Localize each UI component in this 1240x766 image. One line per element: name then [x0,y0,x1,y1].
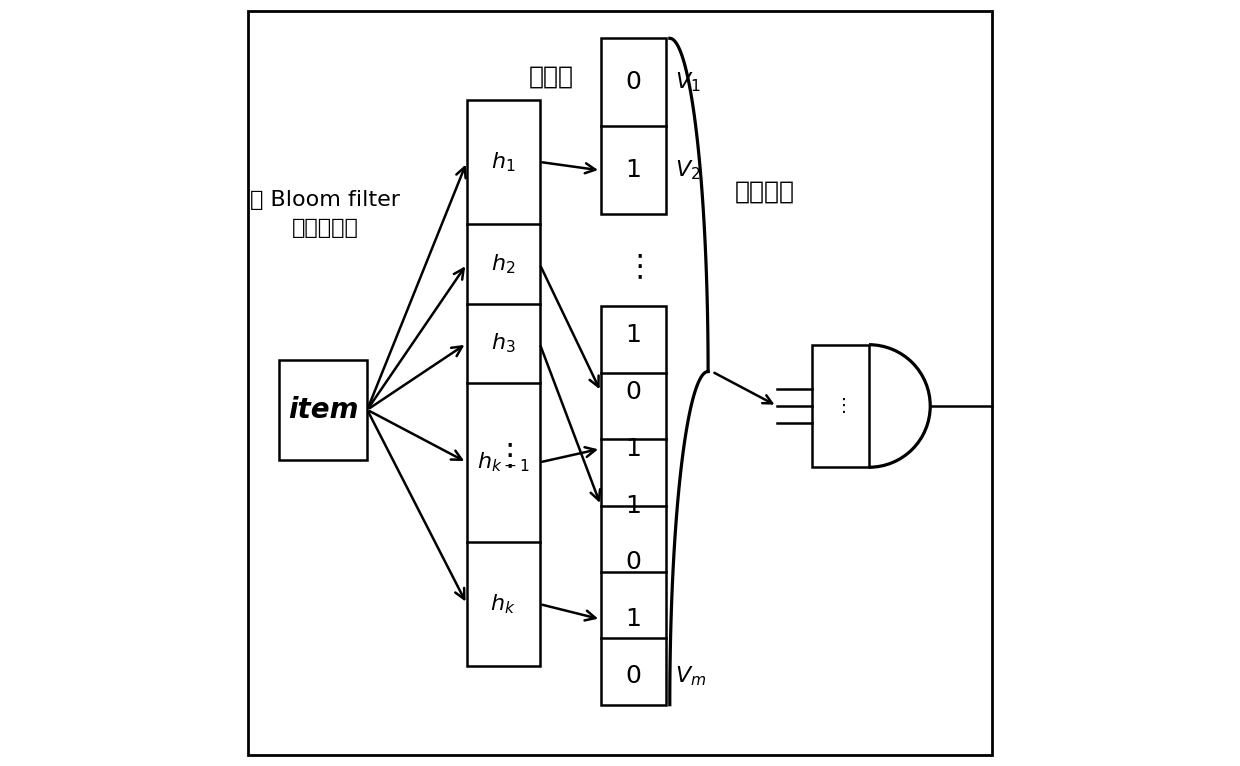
Bar [466,100,539,666]
Text: 1: 1 [625,437,641,460]
Text: 在 Bloom filter
的哈希函数: 在 Bloom filter 的哈希函数 [250,191,401,238]
Text: $V_m$: $V_m$ [675,664,707,688]
Bar [811,345,869,467]
Text: 1: 1 [625,159,641,182]
Text: 0: 0 [625,70,641,94]
Bar [279,360,367,460]
Text: 1: 1 [625,322,641,347]
Text: $h_1$: $h_1$ [491,150,516,174]
Text: $V_1$: $V_1$ [675,70,701,94]
Text: $h_{k-1}$: $h_{k-1}$ [477,450,529,474]
Text: 映射函数: 映射函数 [735,179,795,204]
Text: $\vdots$: $\vdots$ [624,254,642,283]
Text: $h_3$: $h_3$ [491,332,516,355]
Text: item: item [288,396,358,424]
Text: 1: 1 [625,493,641,518]
Text: $\vdots$: $\vdots$ [835,397,846,415]
Text: 哈希表: 哈希表 [528,64,574,89]
Text: 0: 0 [625,380,641,404]
Text: $h_2$: $h_2$ [491,252,516,276]
Text: 0: 0 [625,664,641,689]
Bar [601,306,666,705]
Text: $V_2$: $V_2$ [675,159,701,182]
Text: 1: 1 [625,607,641,631]
Text: $h_k$: $h_k$ [490,592,516,616]
Bar [601,38,666,214]
Text: $\vdots$: $\vdots$ [494,442,512,471]
Text: 0: 0 [625,551,641,574]
